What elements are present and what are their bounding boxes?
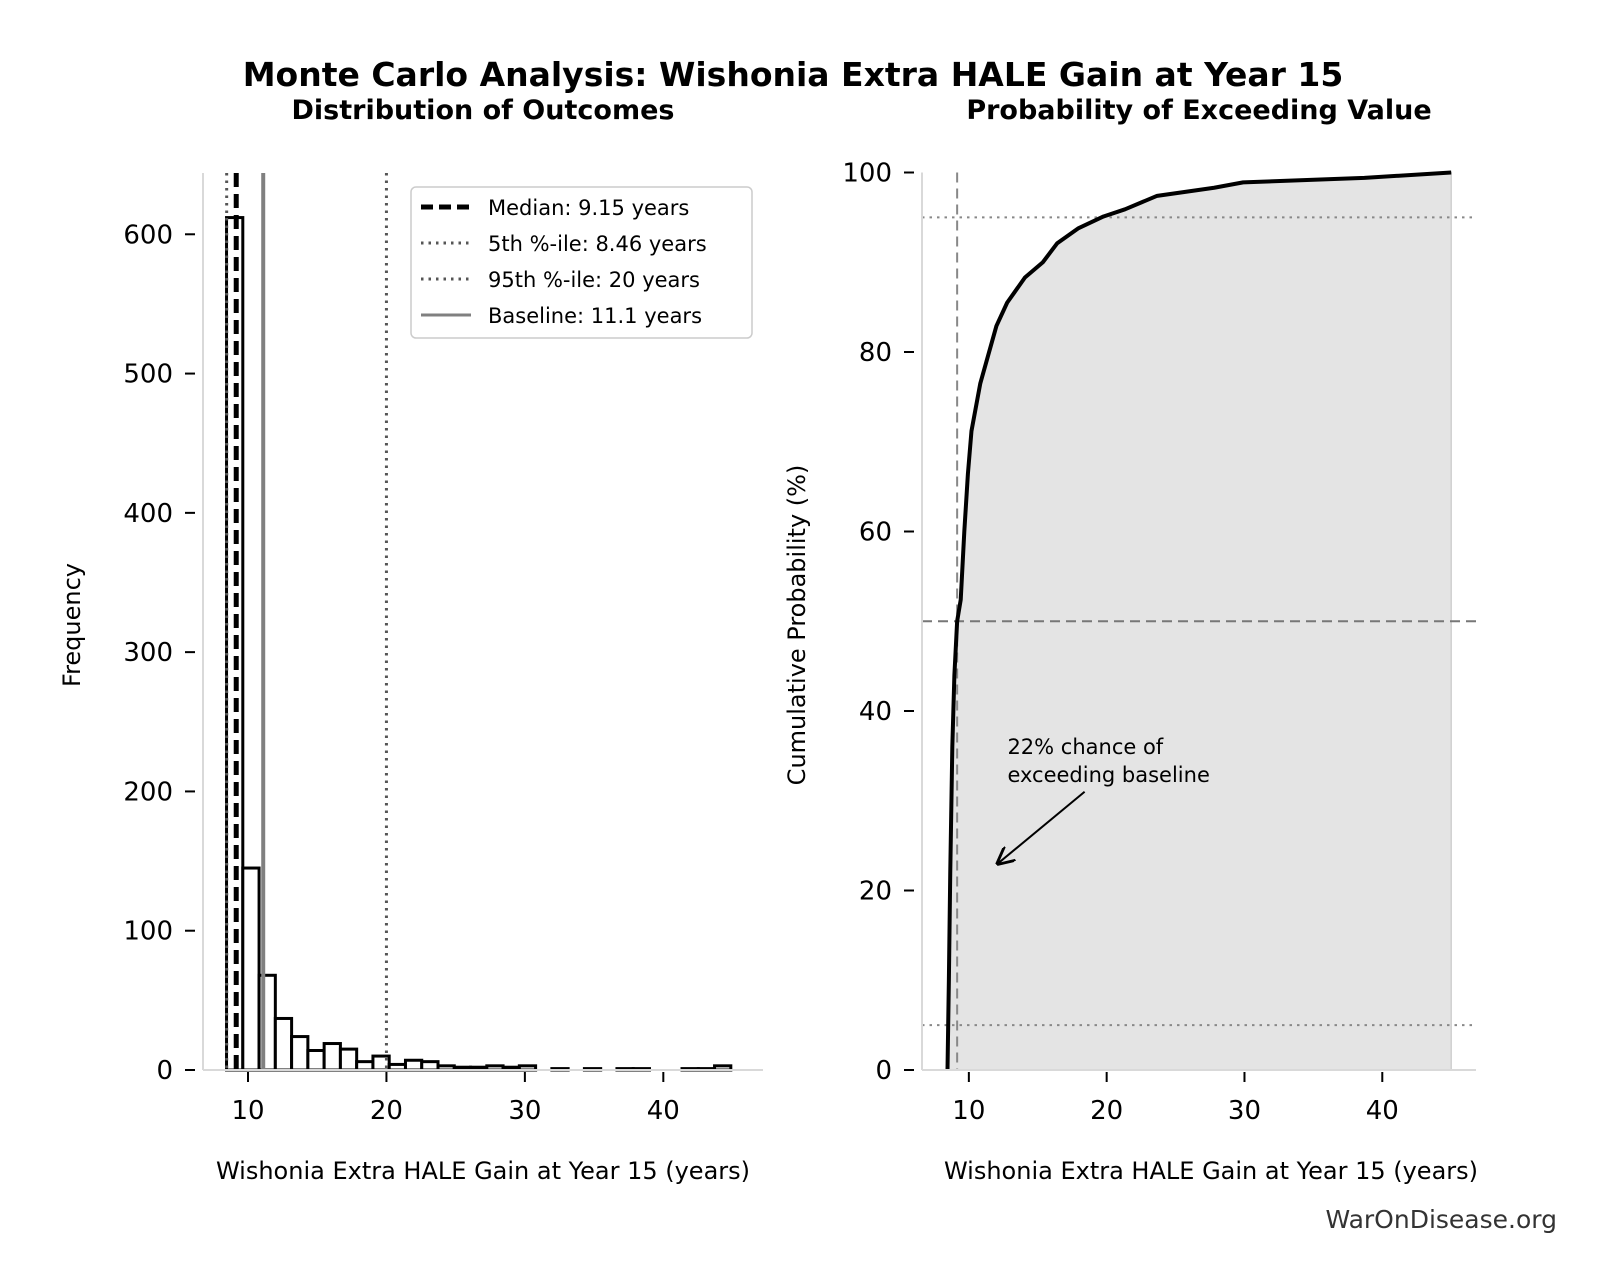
histogram-xlabel: Wishonia Extra HALE Gain at Year 15 (yea… [216, 1157, 750, 1185]
annotation-text: exceeding baseline [1007, 763, 1209, 787]
legend-label: 95th %-ile: 20 years [488, 268, 700, 292]
y-tick-label: 80 [859, 338, 892, 368]
histogram-bar [403, 1058, 424, 1072]
histogram-bar [241, 866, 261, 1072]
x-tick-label: 10 [952, 1096, 985, 1126]
y-tick-label: 300 [123, 638, 173, 668]
histogram-bar [306, 1049, 326, 1072]
cdf-line [945, 170, 1452, 1071]
histogram-bar [290, 1035, 310, 1072]
cdf-title: Probability of Exceeding Value [966, 95, 1431, 126]
x-tick-label: 40 [647, 1096, 680, 1126]
y-tick-label: 600 [123, 220, 173, 250]
legend-box [410, 186, 753, 339]
y-tick-label: 200 [123, 777, 173, 807]
cdf-ylabel: Cumulative Probability (%) [783, 465, 811, 786]
legend-label: Baseline: 11.1 years [488, 304, 702, 328]
cdf-xlabel: Wishonia Extra HALE Gain at Year 15 (yea… [944, 1157, 1478, 1185]
x-tick-label: 20 [370, 1096, 403, 1126]
y-tick-label: 0 [875, 1056, 892, 1086]
x-tick-label: 30 [508, 1096, 541, 1126]
figure-title: Monte Carlo Analysis: Wishonia Extra HAL… [243, 55, 1344, 94]
histogram-bar [322, 1042, 342, 1072]
histogram-bar [420, 1060, 440, 1072]
annotation-text: 22% chance of [1007, 735, 1163, 759]
x-tick-label: 30 [1228, 1096, 1261, 1126]
legend: Median: 9.15 years 5th %-ile: 8.46 years 9… [410, 186, 753, 339]
y-tick-label: 60 [859, 518, 892, 548]
histogram-bar [338, 1047, 359, 1072]
x-tick-label: 10 [231, 1096, 264, 1126]
watermark: WarOnDisease.org [1325, 1205, 1557, 1234]
x-tick-label: 20 [1090, 1096, 1123, 1126]
cdf-plot: 10 20 30 40 0 20 40 60 80 100 22% chance of exceedi… [842, 159, 1476, 1126]
annotation-arrow [998, 791, 1086, 864]
histogram-bar [273, 1016, 294, 1072]
y-tick-label: 40 [859, 697, 892, 727]
y-tick-label: 0 [156, 1056, 173, 1086]
x-tick-label: 40 [1366, 1096, 1399, 1126]
y-tick-label: 400 [123, 499, 173, 529]
y-tick-label: 500 [123, 360, 173, 390]
histogram-bar [355, 1060, 375, 1072]
y-tick-label: 100 [842, 159, 892, 189]
histogram-ylabel: Frequency [58, 563, 86, 687]
legend-label: Median: 9.15 years [488, 196, 689, 220]
legend-label: 5th %-ile: 8.46 years [488, 232, 707, 256]
y-tick-label: 20 [859, 877, 892, 907]
y-tick-label: 100 [123, 917, 173, 947]
histogram-title: Distribution of Outcomes [292, 95, 675, 126]
